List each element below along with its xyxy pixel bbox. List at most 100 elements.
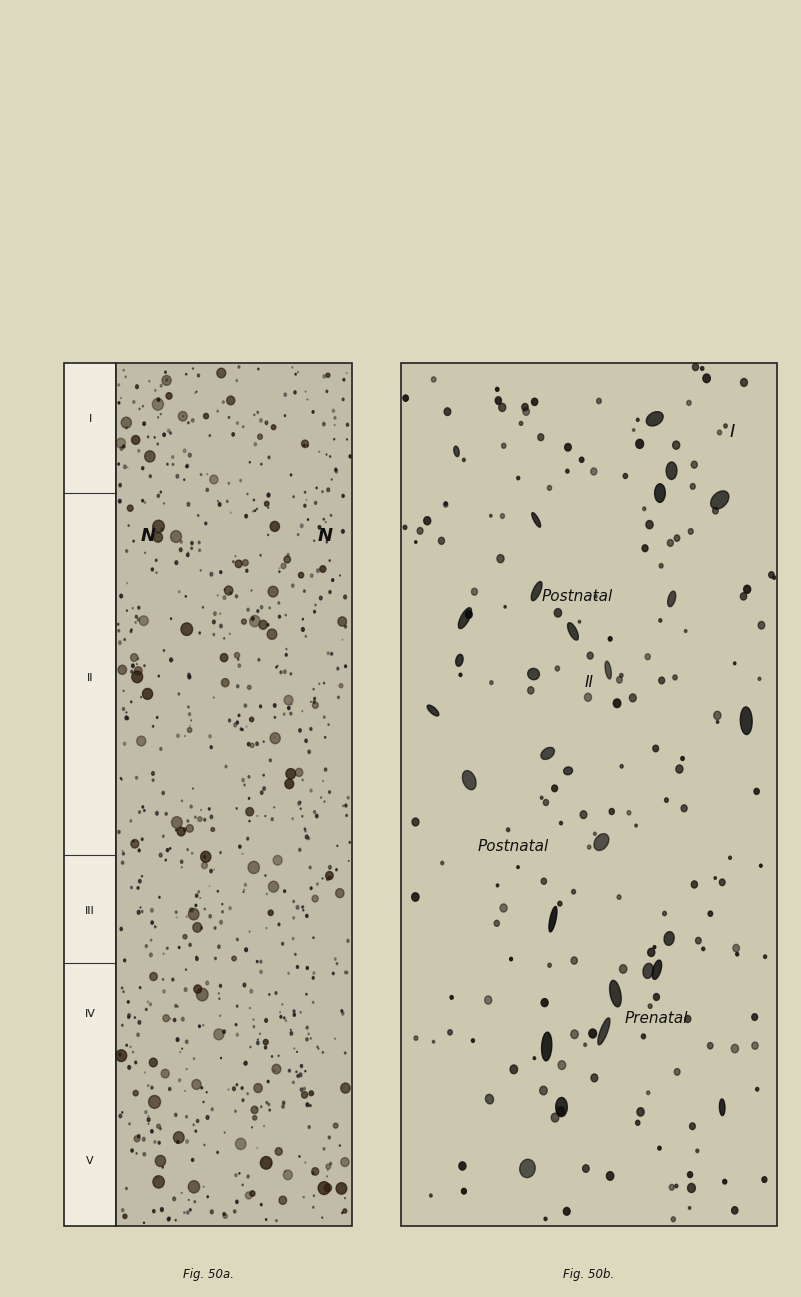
Ellipse shape: [119, 1114, 122, 1118]
Ellipse shape: [686, 401, 691, 406]
Ellipse shape: [337, 696, 340, 699]
Ellipse shape: [190, 805, 192, 808]
Ellipse shape: [571, 1030, 578, 1039]
Ellipse shape: [163, 650, 164, 651]
Ellipse shape: [552, 785, 557, 791]
Ellipse shape: [587, 846, 591, 850]
Ellipse shape: [754, 789, 759, 795]
Ellipse shape: [168, 1217, 170, 1220]
Ellipse shape: [223, 1213, 225, 1215]
Ellipse shape: [643, 964, 654, 978]
Ellipse shape: [590, 468, 597, 475]
Ellipse shape: [591, 1074, 598, 1082]
Ellipse shape: [223, 1214, 227, 1218]
Ellipse shape: [260, 791, 263, 794]
Ellipse shape: [168, 1087, 171, 1091]
Text: II: II: [584, 674, 594, 690]
Ellipse shape: [154, 532, 163, 542]
Ellipse shape: [159, 747, 162, 751]
Ellipse shape: [238, 664, 240, 667]
Ellipse shape: [335, 468, 337, 471]
Ellipse shape: [165, 812, 167, 816]
Ellipse shape: [336, 1183, 347, 1195]
Ellipse shape: [692, 363, 698, 371]
Ellipse shape: [617, 895, 621, 899]
Ellipse shape: [454, 446, 459, 457]
Ellipse shape: [296, 965, 299, 969]
Ellipse shape: [116, 1049, 127, 1061]
Ellipse shape: [198, 891, 199, 892]
Ellipse shape: [305, 739, 308, 742]
Ellipse shape: [119, 641, 121, 645]
Ellipse shape: [558, 1061, 566, 1070]
Ellipse shape: [274, 1070, 275, 1071]
Ellipse shape: [187, 820, 189, 822]
Ellipse shape: [165, 371, 167, 374]
Ellipse shape: [127, 1016, 130, 1018]
Ellipse shape: [500, 904, 507, 912]
Ellipse shape: [120, 927, 123, 930]
Ellipse shape: [239, 846, 241, 848]
Ellipse shape: [228, 416, 230, 419]
Ellipse shape: [257, 411, 259, 414]
Ellipse shape: [244, 1062, 245, 1065]
Ellipse shape: [333, 1123, 338, 1128]
Ellipse shape: [300, 1012, 301, 1013]
Ellipse shape: [209, 734, 211, 738]
Ellipse shape: [118, 629, 119, 632]
Ellipse shape: [175, 910, 177, 913]
Ellipse shape: [175, 560, 178, 564]
Ellipse shape: [740, 707, 752, 734]
Ellipse shape: [555, 665, 560, 671]
Ellipse shape: [714, 711, 721, 720]
Ellipse shape: [510, 1065, 517, 1074]
Ellipse shape: [348, 796, 349, 799]
Ellipse shape: [285, 779, 294, 789]
Ellipse shape: [252, 616, 254, 620]
Ellipse shape: [499, 403, 505, 411]
Ellipse shape: [163, 433, 165, 436]
Ellipse shape: [151, 772, 155, 776]
Ellipse shape: [278, 923, 280, 926]
Ellipse shape: [268, 629, 277, 639]
Ellipse shape: [691, 462, 698, 468]
Ellipse shape: [327, 652, 329, 655]
Ellipse shape: [301, 1092, 308, 1099]
Ellipse shape: [238, 366, 239, 368]
Ellipse shape: [328, 724, 329, 725]
Ellipse shape: [257, 610, 259, 612]
Ellipse shape: [132, 607, 133, 610]
Ellipse shape: [304, 1087, 305, 1089]
Ellipse shape: [653, 746, 658, 752]
Ellipse shape: [244, 1061, 248, 1065]
Ellipse shape: [501, 444, 506, 449]
Ellipse shape: [133, 540, 135, 542]
Ellipse shape: [331, 652, 332, 655]
Ellipse shape: [236, 422, 239, 424]
Ellipse shape: [288, 973, 289, 974]
Ellipse shape: [284, 695, 293, 704]
Ellipse shape: [312, 1206, 314, 1208]
Ellipse shape: [253, 499, 255, 501]
Ellipse shape: [132, 671, 143, 682]
Ellipse shape: [666, 462, 677, 480]
Ellipse shape: [299, 848, 301, 851]
Ellipse shape: [224, 586, 233, 595]
Ellipse shape: [284, 671, 286, 673]
Ellipse shape: [260, 706, 261, 708]
Ellipse shape: [290, 473, 292, 476]
Ellipse shape: [171, 455, 174, 458]
Ellipse shape: [187, 706, 189, 708]
Ellipse shape: [330, 1162, 332, 1165]
Ellipse shape: [133, 401, 135, 403]
Ellipse shape: [266, 1219, 267, 1220]
Ellipse shape: [489, 515, 492, 518]
Ellipse shape: [242, 778, 244, 782]
Ellipse shape: [239, 1172, 240, 1174]
Ellipse shape: [323, 1148, 325, 1150]
Ellipse shape: [231, 956, 236, 961]
Ellipse shape: [563, 1208, 570, 1215]
Ellipse shape: [659, 563, 663, 568]
Ellipse shape: [194, 984, 202, 994]
Ellipse shape: [133, 840, 134, 842]
